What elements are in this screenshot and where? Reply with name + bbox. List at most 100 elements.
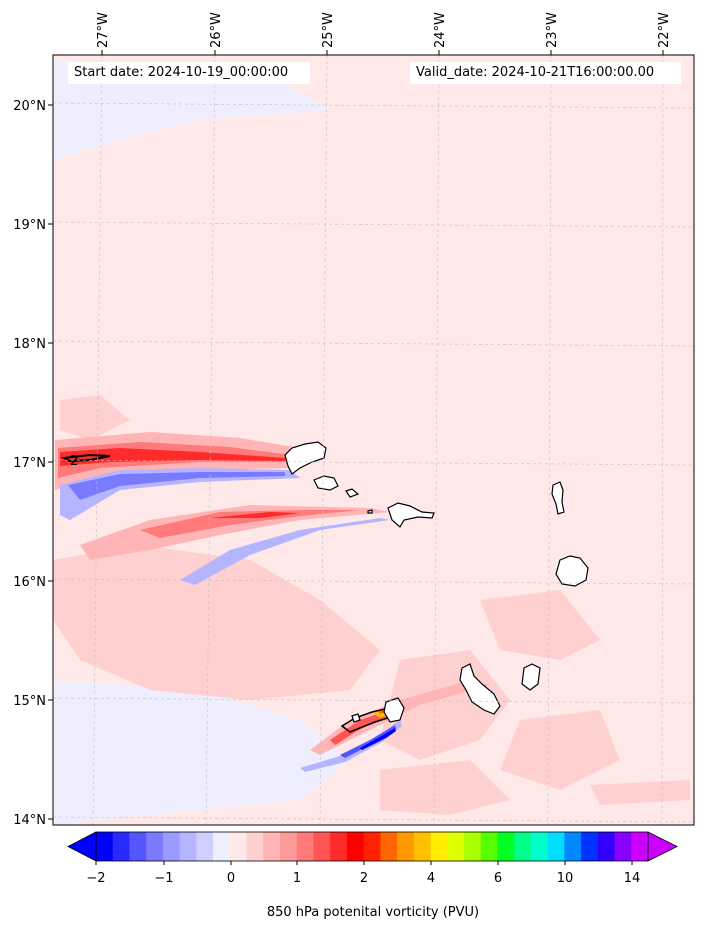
longitude-labels: 27°W 26°W 25°W 24°W 23°W 22°W: [96, 12, 672, 55]
pv-contour: [60, 453, 111, 463]
negative-pv-band: [360, 728, 396, 750]
colorbar-tick-label: 6: [493, 871, 503, 886]
gridline-lat-19n: [53, 221, 694, 228]
colorbar-swatch: [296, 832, 314, 861]
lon-label: 24°W: [433, 12, 448, 48]
colorbar-frame: [95, 831, 649, 862]
colorbar-swatch: [480, 832, 498, 861]
colorbar-swatch: [196, 832, 214, 861]
colorbar-swatch: [631, 832, 649, 861]
negative-pv-band: [300, 720, 402, 772]
lat-label: 20°N: [13, 99, 46, 114]
lon-label: 23°W: [545, 12, 560, 48]
island-sal: [551, 481, 565, 515]
gridline-lon-26w: [205, 55, 216, 825]
weak-negative-pv-area: [53, 680, 350, 825]
colorbar-tick-label: −1: [154, 871, 174, 886]
map-frame: [52, 54, 695, 826]
weak-positive-pv-area: [380, 760, 510, 815]
colorbar-swatch: [464, 832, 482, 861]
island-santa-luzia: [345, 488, 360, 498]
positive-pv-band: [140, 510, 360, 538]
colorbar-label: 850 hPa potenital vorticity (PVU): [266, 905, 480, 920]
gridline-lon-27w: [92, 55, 103, 825]
colorbar-swatch: [146, 832, 164, 861]
island-raso: [367, 509, 373, 514]
weak-positive-pv-area: [53, 545, 380, 700]
weak-positive-pv-area: [60, 395, 130, 440]
colorbar-swatch: [413, 832, 432, 861]
gridline-lat-15n: [53, 697, 694, 704]
gridlines: [53, 55, 694, 825]
colorbar-swatch: [564, 832, 582, 861]
gridline-lat-16n: [53, 578, 694, 585]
colorbar-swatch: [397, 832, 415, 861]
lat-label: 14°N: [13, 813, 46, 828]
weak-positive-pv-area: [380, 650, 510, 760]
colorbar-tick-label: 0: [226, 871, 236, 886]
gridline-lon-23w: [547, 55, 552, 825]
colorbar-swatch: [581, 832, 599, 861]
colorbar-swatch: [346, 832, 365, 861]
lon-label: 26°W: [209, 12, 224, 48]
positive-pv-band: [210, 512, 300, 518]
island-sao-vicente: [313, 475, 339, 491]
island-sao-nicolau: [387, 502, 435, 528]
colorbar-swatch: [112, 832, 130, 861]
lat-label: 16°N: [13, 575, 46, 590]
valid-date-label: Valid_date: 2024-10-21T16:00:00.00: [410, 62, 681, 84]
pv-field: 2: [53, 55, 694, 825]
colorbar-swatch: [162, 832, 181, 861]
colorbar-swatch: [380, 832, 398, 861]
lon-label: 27°W: [96, 12, 111, 48]
colorbar-swatch: [614, 832, 632, 861]
colorbar-swatch: [330, 832, 348, 861]
negative-pv-band: [68, 472, 285, 500]
positive-pv-band: [310, 680, 490, 755]
colorbar-swatch: [547, 832, 565, 861]
colorbar-swatch: [179, 832, 197, 861]
positive-pv-band: [60, 448, 285, 466]
weak-positive-pv-area: [480, 590, 600, 660]
lat-label: 19°N: [13, 218, 46, 233]
gridline-lat-17n: [53, 459, 694, 466]
lat-label: 15°N: [13, 694, 46, 709]
island-maio: [521, 663, 541, 691]
colorbar-tick-label: 4: [426, 871, 436, 886]
coastlines: [284, 441, 589, 723]
gridline-lat-14n: [53, 816, 694, 823]
island-santo-antao: [284, 441, 327, 475]
island-brava: [351, 713, 361, 723]
colorbar-extend-max: [647, 831, 678, 862]
gridline-lon-24w: [433, 55, 440, 825]
weak-negative-pv-area: [53, 60, 330, 160]
negative-pv-band: [180, 518, 390, 585]
positive-pv-band: [80, 505, 390, 560]
colorbar-swatch: [246, 832, 264, 861]
colorbar-swatch: [514, 832, 532, 861]
gridline-lon-22w: [661, 55, 664, 825]
colorbar-tick-label: 10: [556, 871, 574, 886]
island-fogo: [383, 697, 405, 723]
weak-positive-pv-area: [590, 780, 690, 805]
colorbar-swatch: [213, 832, 231, 861]
colorbar-swatch: [430, 832, 448, 861]
latitude-labels: 20°N 19°N 18°N 17°N 16°N 15°N 14°N: [13, 99, 53, 828]
colorbar-swatch: [597, 832, 616, 861]
colorbar-swatch: [497, 832, 515, 861]
gridline-lat-20n: [53, 102, 694, 109]
lat-label: 18°N: [13, 337, 46, 352]
colorbar-swatch: [229, 832, 248, 861]
colorbar-swatch: [263, 832, 281, 861]
colorbar-swatch: [363, 832, 381, 861]
gridline-lon-25w: [319, 55, 328, 825]
colorbar-swatch: [313, 832, 331, 861]
colorbar-tick-label: 2: [359, 871, 369, 886]
weak-positive-pv-area: [500, 710, 620, 790]
colorbar-swatch: [447, 832, 465, 861]
colorbar: [67, 831, 678, 865]
colorbar-tick-label: 14: [623, 871, 641, 886]
island-santiago: [459, 663, 501, 715]
colorbar-swatch: [280, 832, 298, 861]
